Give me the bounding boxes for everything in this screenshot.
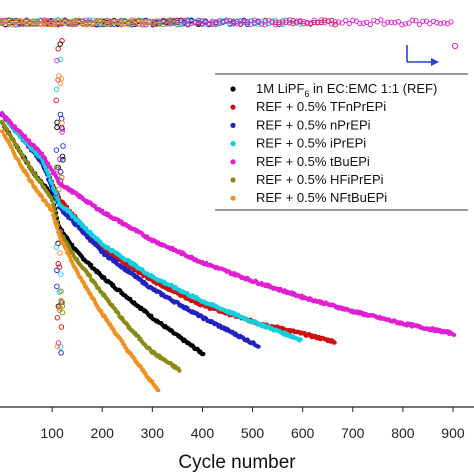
- legend-label: REF + 0.5% tBuEPi: [256, 154, 370, 169]
- efficiency-markers-7: [0, 17, 159, 350]
- efficiency-markers-3: [0, 17, 261, 356]
- capacity-markers-6: [0, 119, 182, 373]
- x-ticks: 100 200 300 400 500 600 700 800 900: [40, 407, 465, 441]
- efficiency-markers-1: [0, 17, 205, 310]
- legend-marker: [230, 104, 236, 110]
- legend-entry-3: REF + 0.5% nPrEPi: [230, 117, 371, 132]
- x-tick-label: 400: [191, 425, 215, 441]
- x-tick-label: 500: [241, 425, 265, 441]
- legend-marker: [230, 159, 236, 165]
- efficiency-markers-6: [0, 17, 181, 316]
- x-tick-label: 200: [91, 425, 115, 441]
- capacity-markers-5: [0, 111, 457, 337]
- series-5: [0, 17, 457, 346]
- capacity-markers-7: [0, 128, 161, 393]
- x-tick-label: 300: [141, 425, 165, 441]
- legend-entry-7: REF + 0.5% NFtBuEPi: [230, 190, 387, 205]
- x-tick-label: 600: [291, 425, 315, 441]
- x-tick-label: 900: [441, 425, 465, 441]
- legend-label: REF + 0.5% NFtBuEPi: [256, 190, 387, 205]
- series-6: [0, 17, 182, 373]
- switch-arrow-icon: [406, 45, 439, 66]
- legend-marker: [230, 122, 236, 128]
- capacity-markers-1: [0, 120, 206, 357]
- series-3: [0, 17, 261, 356]
- efficiency-markers-5: [0, 17, 454, 346]
- series-7: [0, 17, 161, 393]
- legend-entry-6: REF + 0.5% HFiPrEPi: [230, 172, 384, 187]
- legend-label: REF + 0.5% TFnPrEPi: [256, 99, 386, 114]
- x-tick-label: 700: [341, 425, 365, 441]
- legend-label: REF + 0.5% HFiPrEPi: [256, 172, 384, 187]
- legend-entry-2: REF + 0.5% TFnPrEPi: [230, 99, 386, 114]
- legend-label: REF + 0.5% nPrEPi: [256, 117, 371, 132]
- legend-marker: [230, 195, 236, 201]
- legend-marker: [230, 177, 236, 183]
- x-tick-label: 100: [40, 425, 64, 441]
- x-tick-label: 800: [391, 425, 415, 441]
- legend-label: REF + 0.5% iPrEPi: [256, 136, 366, 151]
- outlier-marker: [451, 42, 459, 50]
- legend-entry-4: REF + 0.5% iPrEPi: [230, 136, 366, 151]
- legend: 1M LiPF6 in EC:EMC 1:1 (REF)REF + 0.5% T…: [215, 73, 468, 211]
- plot-marks: [0, 17, 459, 393]
- legend-marker: [230, 86, 236, 92]
- legend-marker: [230, 141, 236, 147]
- series-1: [0, 17, 206, 357]
- legend-entry-1: 1M LiPF6 in EC:EMC 1:1 (REF): [230, 81, 437, 99]
- legend-entry-5: REF + 0.5% tBuEPi: [230, 154, 370, 169]
- x-axis-title: Cycle number: [178, 452, 296, 473]
- legend-label: 1M LiPF6 in EC:EMC 1:1 (REF): [256, 81, 437, 99]
